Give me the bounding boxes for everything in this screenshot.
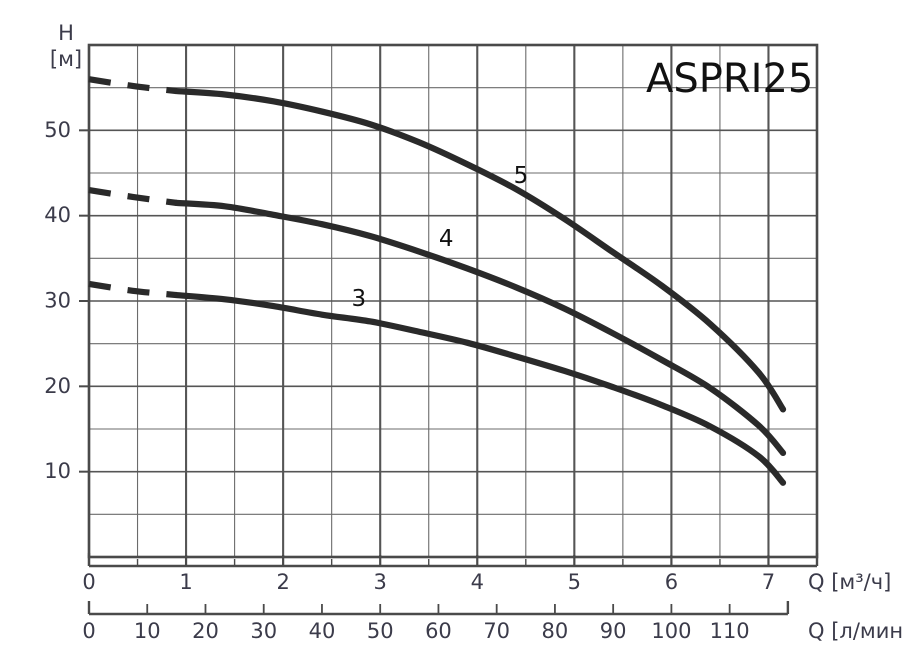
x-tick-label-primary: 6 bbox=[665, 570, 678, 594]
curve-label-3: 3 bbox=[352, 286, 367, 312]
performance-curves bbox=[88, 76, 787, 486]
x-tick-label-primary: 2 bbox=[276, 570, 289, 594]
y-axis-title-unit: [м] bbox=[50, 47, 82, 71]
x-tick-label-primary: 1 bbox=[179, 570, 192, 594]
x-tick-label-secondary: 0 bbox=[82, 619, 95, 643]
x-tick-label-primary: 7 bbox=[762, 570, 775, 594]
axis-titles: ASPRI25 H[м] Q [м³/ч] Q [л/мин] bbox=[50, 21, 904, 643]
curve-dashed-3 bbox=[88, 280, 177, 299]
x-tick-label-secondary: 20 bbox=[192, 619, 219, 643]
curve-dashed-4 bbox=[88, 187, 177, 206]
curve-labels: 5 4 3 bbox=[352, 163, 529, 312]
x-axis-title-secondary: Q [л/мин] bbox=[808, 619, 904, 643]
y-axis: 10 20 30 40 50 bbox=[44, 118, 89, 483]
x-axis-secondary: 0 10 20 30 40 50 60 70 80 90 100 110 bbox=[82, 601, 790, 643]
chart-title: ASPRI25 bbox=[646, 56, 813, 102]
x-tick-label-secondary: 50 bbox=[367, 619, 394, 643]
x-tick-label-secondary: 10 bbox=[134, 619, 161, 643]
x-axis-primary: 0 1 2 3 4 5 6 7 bbox=[82, 553, 819, 594]
x-tick-label-secondary: 110 bbox=[710, 619, 750, 643]
y-axis-title-symbol: H bbox=[58, 21, 74, 45]
x-tick-label-secondary: 80 bbox=[542, 619, 569, 643]
y-tick-label: 30 bbox=[44, 289, 71, 313]
curve-solid-5 bbox=[173, 87, 787, 413]
curve-label-4: 4 bbox=[439, 226, 454, 252]
x-tick-label-primary: 5 bbox=[568, 570, 581, 594]
grid-major-lines bbox=[87, 45, 817, 557]
y-tick-label: 50 bbox=[44, 118, 71, 142]
y-tick-label: 20 bbox=[44, 374, 71, 398]
x-tick-label-secondary: 40 bbox=[309, 619, 336, 643]
x-tick-label-primary: 3 bbox=[374, 570, 387, 594]
x-tick-label-secondary: 30 bbox=[250, 619, 277, 643]
x-axis-title-primary: Q [м³/ч] bbox=[808, 570, 891, 594]
x-tick-label-secondary: 60 bbox=[425, 619, 452, 643]
x-tick-label-primary: 4 bbox=[471, 570, 484, 594]
curve-dashed-5 bbox=[88, 76, 177, 95]
x-tick-label-secondary: 70 bbox=[483, 619, 510, 643]
curve-solid-3 bbox=[173, 291, 787, 486]
y-tick-label: 10 bbox=[44, 459, 71, 483]
x-tick-label-secondary: 100 bbox=[651, 619, 691, 643]
curve-solid-4 bbox=[173, 199, 787, 456]
x-tick-label-primary: 0 bbox=[82, 570, 95, 594]
curve-label-5: 5 bbox=[514, 163, 529, 189]
y-tick-label: 40 bbox=[44, 203, 71, 227]
x-tick-label-secondary: 90 bbox=[600, 619, 627, 643]
